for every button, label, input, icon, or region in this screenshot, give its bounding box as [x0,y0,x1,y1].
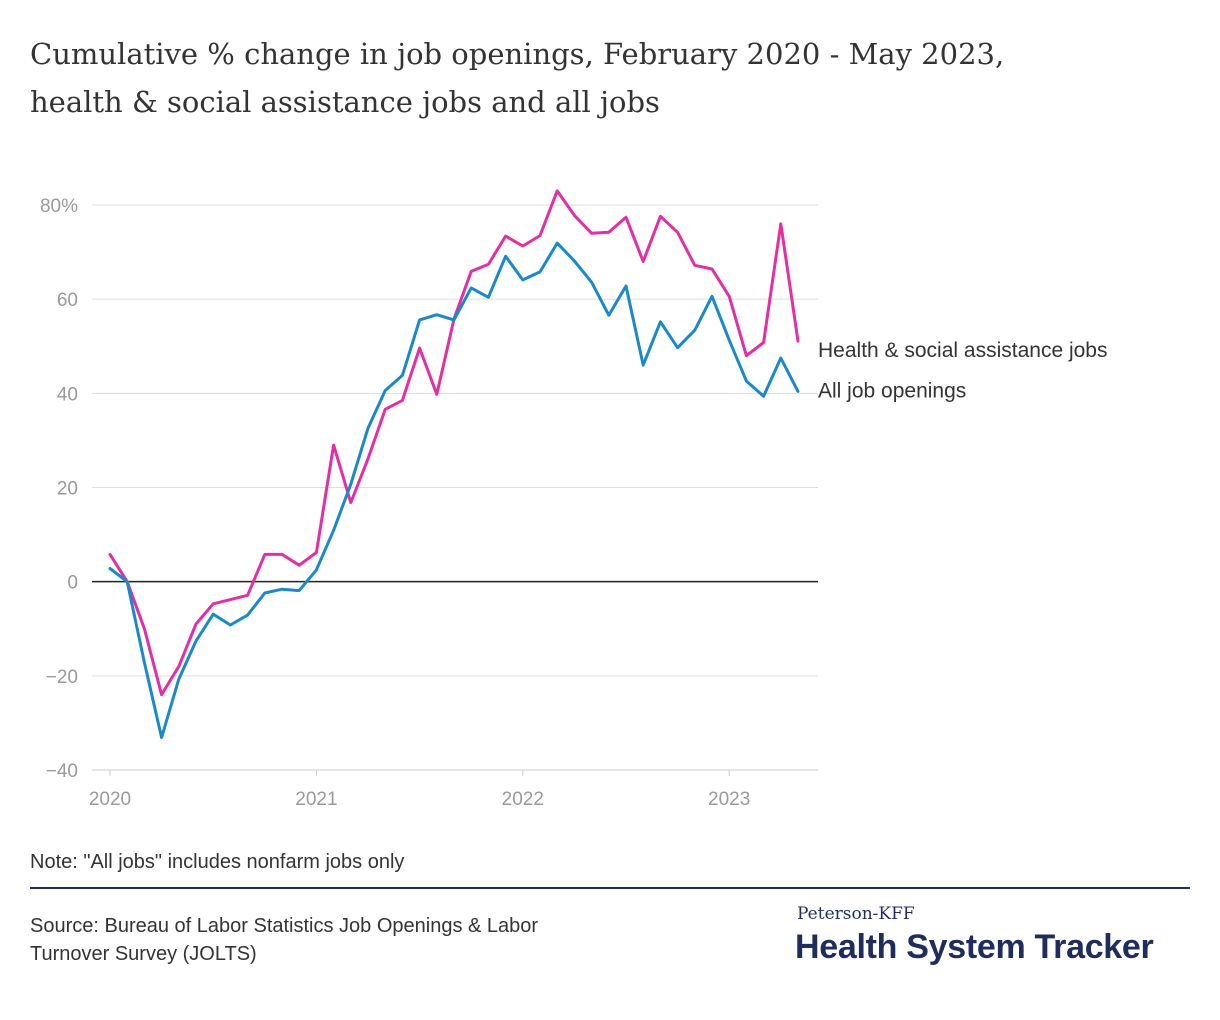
x-tick-label: 2023 [708,789,750,810]
brand-logo-top: Peterson-KFF [797,904,915,924]
series-line-health [108,189,800,697]
divider [30,887,1190,889]
source-citation: Source: Bureau of Labor Statistics Job O… [30,912,670,968]
series-label: All job openings [818,379,966,402]
x-tick-label: 2022 [502,789,544,810]
series-label: Health & social assistance jobs [818,339,1107,362]
chart-title-line-1: Cumulative % change in job openings, Feb… [30,37,1005,71]
y-tick-label: 0 [67,573,78,594]
series-line-all-jobs [108,241,800,739]
x-tick-label: 2020 [89,789,131,810]
y-tick-label: −20 [46,667,78,688]
source-line-2: Turnover Survey (JOLTS) [30,943,257,965]
chart-note: Note: "All jobs" includes nonfarm jobs o… [30,851,405,873]
x-tick-label: 2021 [295,789,337,810]
chart-title: Cumulative % change in job openings, Feb… [30,30,1180,126]
chart-title-line-2: health & social assistance jobs and all … [30,85,660,119]
y-tick-label: −40 [46,761,78,782]
y-tick-label: 80% [40,196,78,217]
y-tick-label: 40 [57,384,78,405]
source-line-1: Source: Bureau of Labor Statistics Job O… [30,915,539,937]
y-tick-label: 60 [57,290,78,311]
line-chart: 80% 60 40 20 0 −20 −40 2020 2021 2022 2023 Health &… [40,189,1107,810]
brand-logo-main: Health System Tracker [795,928,1154,966]
y-tick-label: 20 [57,479,78,500]
